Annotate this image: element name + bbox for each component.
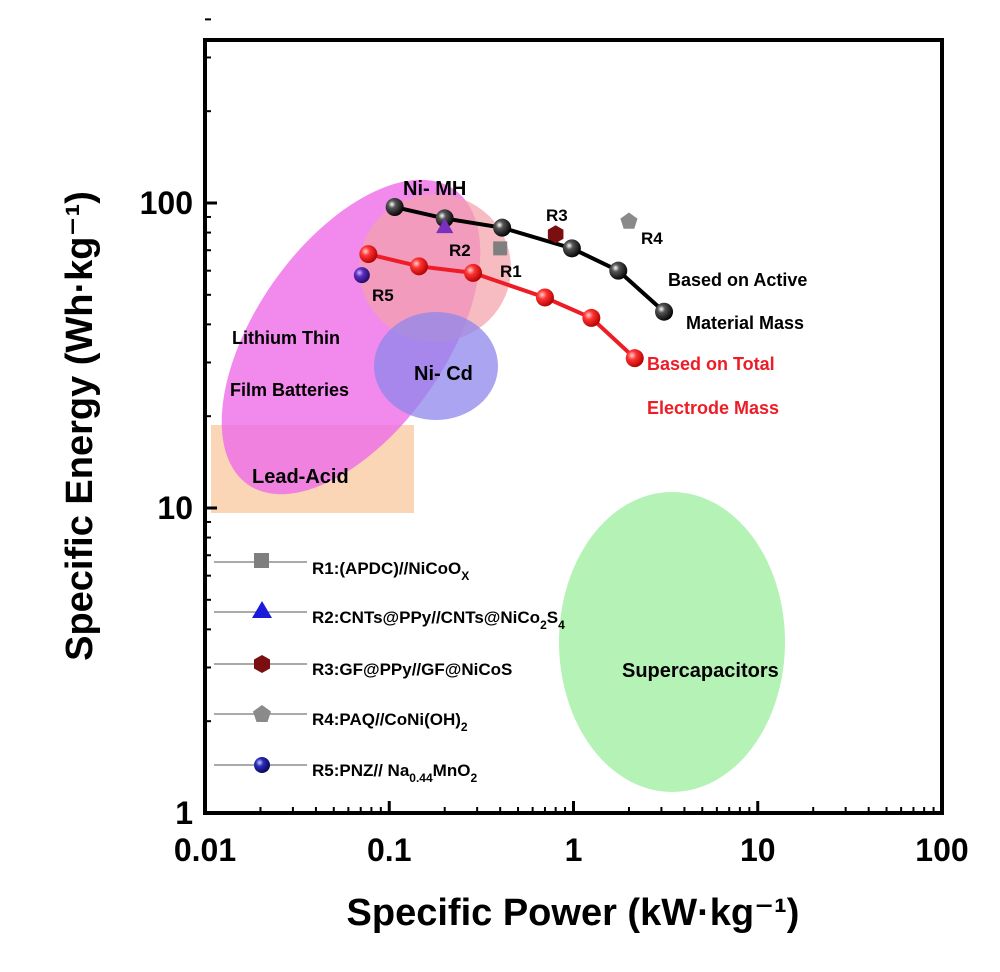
y-axis-title: Specific Energy (Wh·kg⁻¹): [59, 191, 101, 661]
legend-text-r4: R4:PAQ//CoNi(OH)2: [312, 710, 468, 734]
legend-marker-r5: [254, 757, 270, 773]
series-point-total-mass: [582, 308, 601, 327]
series-red-note-line2: Electrode Mass: [647, 398, 779, 418]
series-black-note-line1: Based on Active: [668, 270, 807, 290]
ni-cd-label: Ni- Cd: [414, 363, 473, 385]
ref-point-r4: [620, 212, 638, 229]
region-supercapacitors: [559, 492, 785, 792]
y-tick-label: 10: [157, 490, 193, 526]
series-point-active-mass: [493, 218, 512, 237]
y-tick-label: 100: [140, 185, 193, 221]
x-axis-title: Specific Power (kW·kg⁻¹): [347, 892, 800, 934]
label-r1: R1: [500, 262, 522, 281]
series-point-active-mass: [609, 261, 628, 280]
series-point-total-mass: [535, 288, 554, 307]
supercapacitors-label: Supercapacitors: [622, 660, 779, 682]
ref-point-r2: [436, 218, 454, 234]
lead-acid-label: Lead-Acid: [252, 466, 349, 488]
x-tick-label: 100: [915, 832, 968, 868]
ni-mh-label: Ni- MH: [403, 178, 466, 200]
legend-marker-r2: [252, 601, 272, 618]
legend-marker-r3: [254, 655, 270, 673]
series-red-note-line1: Based on Total: [647, 354, 775, 374]
ref-point-r3: [547, 225, 564, 244]
axes: 0.01 0.1 1 10 100 1 10 100: [140, 18, 969, 868]
label-r4: R4: [641, 229, 663, 248]
series-point-total-mass: [464, 263, 483, 282]
series-point-total-mass: [359, 245, 378, 264]
y-tick-label: 1: [175, 795, 193, 831]
label-r5: R5: [372, 286, 394, 305]
series-point-active-mass: [655, 302, 674, 321]
series-black-note-line2: Material Mass: [686, 313, 804, 333]
series-point-active-mass: [562, 239, 581, 258]
legend-text-r1: R1:(APDC)//NiCoOX: [312, 559, 469, 583]
legend: R1:(APDC)//NiCoOX R2:CNTs@PPy//CNTs@NiCo…: [214, 553, 565, 785]
ref-point-r5: [353, 267, 370, 284]
legend-marker-r4: [253, 705, 271, 722]
lithium-label-line2: Film Batteries: [230, 380, 349, 400]
reference-points-layer: [353, 212, 638, 284]
series-point-total-mass: [625, 349, 644, 368]
legend-text-r2: R2:CNTs@PPy//CNTs@NiCo2S4: [312, 608, 565, 632]
series-point-active-mass: [385, 198, 404, 217]
legend-text-r5: R5:PNZ// Na0.44MnO2: [312, 761, 477, 785]
x-tick-label: 10: [740, 832, 776, 868]
series-point-total-mass: [409, 257, 428, 276]
series-layer: [359, 198, 674, 368]
x-tick-label: 1: [565, 832, 583, 868]
region-ni-cd: [374, 312, 498, 420]
x-tick-label: 0.01: [174, 832, 236, 868]
legend-marker-r1: [254, 553, 269, 568]
legend-text-r3: R3:GF@PPy//GF@NiCoS: [312, 660, 512, 679]
label-r2: R2: [449, 241, 471, 260]
ref-point-r1: [493, 241, 508, 256]
x-tick-label: 0.1: [367, 832, 411, 868]
label-r3: R3: [546, 206, 568, 225]
lithium-label-line1: Lithium Thin: [232, 328, 340, 348]
